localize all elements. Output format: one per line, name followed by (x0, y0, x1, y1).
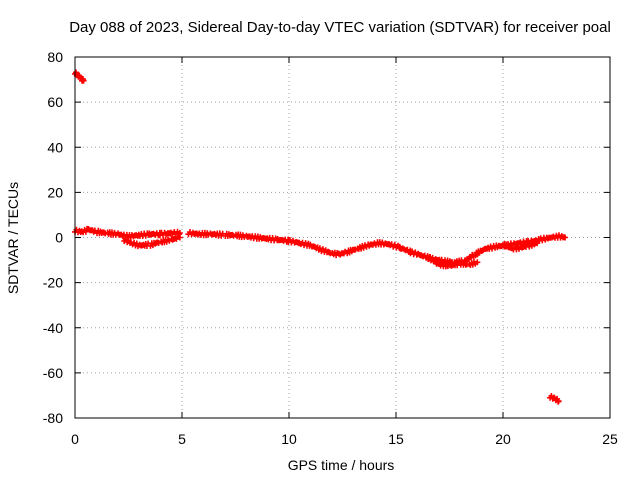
y-tick-label: -60 (43, 365, 63, 381)
data-point-markers (72, 69, 87, 84)
y-tick-label: 40 (47, 139, 63, 155)
chart-title: Day 088 of 2023, Sidereal Day-to-day VTE… (69, 19, 611, 36)
data-segment (72, 69, 87, 84)
y-tick-label: 80 (47, 49, 63, 65)
plot-frame (74, 56, 611, 419)
x-tick-label: 25 (602, 431, 618, 447)
data-point-markers (185, 229, 569, 266)
y-tick-label: 20 (47, 184, 63, 200)
x-tick-label: 20 (495, 431, 511, 447)
data-point-markers (121, 233, 183, 250)
data-point-markers (500, 240, 541, 253)
y-tick-label: -80 (43, 410, 63, 426)
x-tick-label: 15 (388, 431, 404, 447)
data-segment (500, 240, 541, 253)
x-tick-label: 10 (281, 431, 297, 447)
y-tick-label: 0 (55, 230, 63, 246)
data-points (72, 69, 569, 405)
y-tick-label: -20 (43, 275, 63, 291)
x-tick-label: 5 (178, 431, 186, 447)
y-tick-label: -40 (43, 320, 63, 336)
data-segment (185, 229, 569, 266)
y-axis-label: SDTVAR / TECUs (5, 182, 21, 294)
data-segment (425, 254, 481, 270)
data-point-markers (547, 393, 562, 405)
y-tick-label: 60 (47, 94, 63, 110)
x-tick-label: 0 (71, 431, 79, 447)
data-point-markers (425, 254, 481, 270)
x-axis-label: GPS time / hours (288, 457, 395, 473)
data-segment (547, 393, 562, 405)
axis-ticks: 0 5 10 15 20 25 -80 -60 -40 -20 0 20 40 60 80 (43, 49, 618, 447)
data-segment (121, 233, 183, 250)
